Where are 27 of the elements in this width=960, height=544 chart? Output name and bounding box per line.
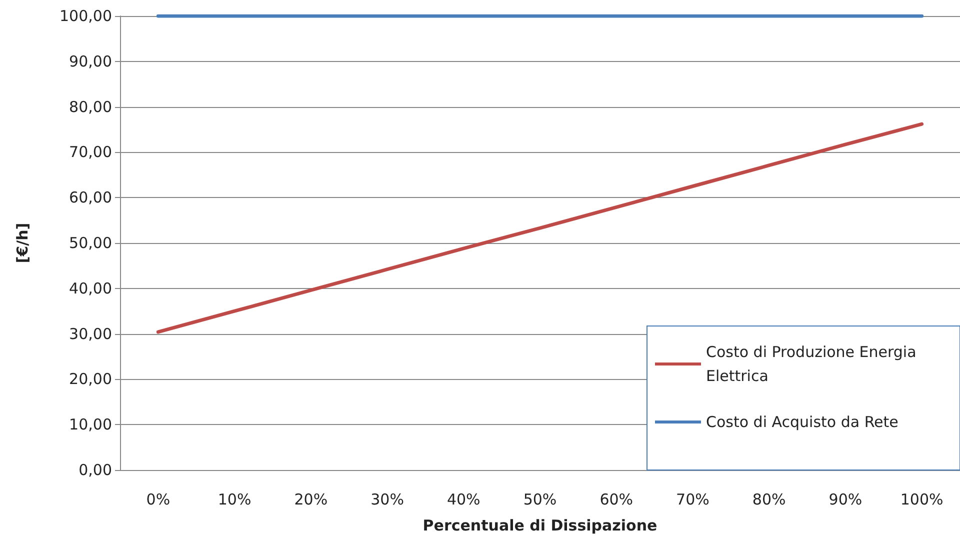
y-tick-label: 20,00 <box>69 370 112 388</box>
legend-label: Costo di Produzione Energia Elettrica <box>706 343 922 385</box>
y-tick-label: 0,00 <box>78 461 112 479</box>
x-tick-label: 40% <box>446 490 480 508</box>
y-tick-label: 10,00 <box>69 416 112 434</box>
x-tick-label: 70% <box>676 490 710 508</box>
x-tick-label: 100% <box>900 490 944 508</box>
x-tick-label: 10% <box>218 490 252 508</box>
legend-label: Costo di Acquisto da Rete <box>706 413 898 431</box>
y-tick-label: 70,00 <box>69 143 112 162</box>
x-tick-label: 60% <box>600 490 634 508</box>
line-series <box>156 122 924 334</box>
x-tick-label: 20% <box>294 490 328 508</box>
x-tick-label: 50% <box>523 490 557 508</box>
y-tick-label: 90,00 <box>69 52 112 70</box>
y-tick-label: 60,00 <box>69 188 112 207</box>
y-tick-label: 30,00 <box>69 324 112 343</box>
y-tick-label: 80,00 <box>69 98 112 116</box>
y-axis-title: [€/h] <box>14 222 32 264</box>
y-tick-label: 100,00 <box>60 7 112 25</box>
x-tick-label: 30% <box>370 490 404 508</box>
x-axis-title: Percentuale di Dissipazione <box>422 516 658 534</box>
x-tick-label: 90% <box>828 490 862 508</box>
x-tick-label: 80% <box>752 490 786 508</box>
y-tick-label: 40,00 <box>69 279 112 298</box>
y-tick-label: 50,00 <box>69 234 112 252</box>
x-tick-label: 0% <box>146 490 170 508</box>
